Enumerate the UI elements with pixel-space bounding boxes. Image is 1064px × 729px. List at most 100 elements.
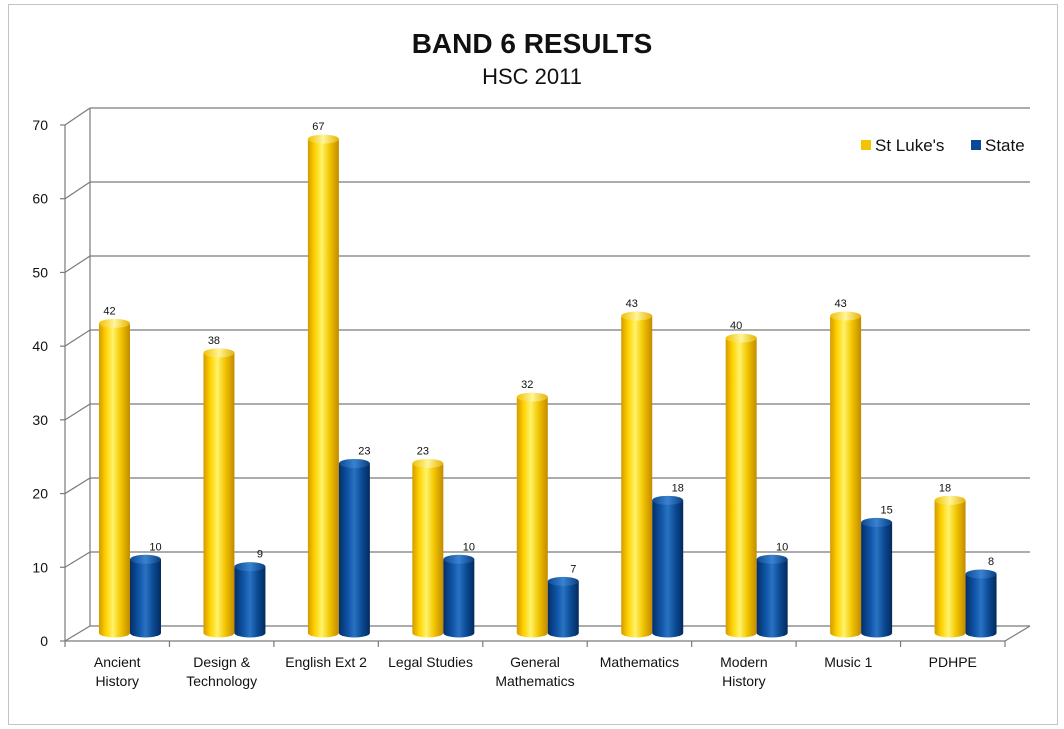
category-label: Modern xyxy=(720,654,767,670)
bar xyxy=(756,554,788,638)
bar-cap xyxy=(725,333,757,343)
bar-body xyxy=(412,463,444,638)
category-label: Music 1 xyxy=(824,654,872,670)
y-tick-label: 20 xyxy=(32,486,48,502)
data-label: 18 xyxy=(672,482,684,494)
data-label: 40 xyxy=(730,320,742,332)
x-axis-side xyxy=(1004,625,1031,642)
bar-cap xyxy=(934,495,966,505)
y-tick-label: 40 xyxy=(32,338,48,354)
bar xyxy=(547,576,579,638)
gridline-diag-20 xyxy=(64,477,91,495)
bar-cap xyxy=(234,562,266,572)
bar-cap xyxy=(516,392,548,402)
bar-body xyxy=(934,500,966,638)
bar xyxy=(652,495,684,638)
category-label: General xyxy=(510,654,560,670)
bar-body xyxy=(621,316,653,638)
bar-cap xyxy=(338,458,370,468)
y-tick-label: 30 xyxy=(32,412,48,428)
bar-body xyxy=(965,574,997,638)
bar-body xyxy=(547,581,579,638)
bar-cap xyxy=(756,554,788,564)
bar-body xyxy=(130,559,161,638)
data-label: 43 xyxy=(834,298,846,310)
chart-title: BAND 6 RESULTS xyxy=(412,28,653,59)
legend-label-state: State xyxy=(985,136,1025,155)
bar-body xyxy=(307,139,339,638)
category-label: English Ext 2 xyxy=(285,654,367,670)
bar xyxy=(516,392,548,638)
category-label: Ancient xyxy=(94,654,141,670)
bar xyxy=(861,517,893,638)
gridline-diag-50 xyxy=(64,255,91,273)
bar-body xyxy=(203,352,235,638)
data-label: 32 xyxy=(521,379,533,391)
bar-cap xyxy=(965,569,997,579)
y-tick-label: 50 xyxy=(32,264,48,280)
bar xyxy=(443,554,475,638)
gridline-diag-40 xyxy=(64,329,91,347)
bar-cap xyxy=(99,318,130,328)
bar-cap xyxy=(861,517,893,527)
bar-body xyxy=(652,500,684,638)
chart-subtitle: HSC 2011 xyxy=(482,64,582,89)
data-label: 10 xyxy=(149,541,161,553)
bar xyxy=(98,318,130,638)
y-axis-ticks: 0 10 20 30 40 50 60 70 xyxy=(32,117,48,649)
category-label: PDHPE xyxy=(929,654,977,670)
bar-cap xyxy=(130,554,161,564)
data-label: 9 xyxy=(257,549,263,561)
bar-cap xyxy=(621,311,653,321)
y-tick-label: 60 xyxy=(32,191,48,207)
data-label: 8 xyxy=(988,556,994,568)
bar xyxy=(725,333,757,638)
category-label: Technology xyxy=(186,673,257,689)
data-label: 10 xyxy=(463,541,475,553)
bar-body xyxy=(861,522,893,638)
bar xyxy=(234,562,266,638)
data-label: 18 xyxy=(939,482,951,494)
bar-body xyxy=(725,338,757,638)
gridline-diag-60 xyxy=(64,181,91,200)
bar-cap xyxy=(652,495,684,505)
y-tick-label: 70 xyxy=(32,117,48,133)
bar-cap xyxy=(547,576,579,586)
bar-cap xyxy=(412,458,444,468)
category-label: Mathematics xyxy=(495,673,574,689)
data-label: 10 xyxy=(776,541,788,553)
legend-swatch-state xyxy=(971,140,981,150)
bar xyxy=(203,348,235,638)
category-label: Design & xyxy=(193,654,250,670)
bar-cap xyxy=(443,554,475,564)
data-label: 7 xyxy=(570,563,576,575)
bar-body xyxy=(830,316,862,638)
bar-body xyxy=(756,559,788,638)
category-label: History xyxy=(722,673,766,689)
bar xyxy=(830,311,862,638)
bar-body xyxy=(516,397,548,638)
legend-swatch-st-lukes xyxy=(861,140,871,150)
data-label: 67 xyxy=(312,121,324,133)
data-labels: 42 10 38 9 67 23 23 10 32 7 43 18 40 10 43 15 18 8 xyxy=(103,121,994,575)
category-label: Mathematics xyxy=(600,654,679,670)
y-tick-label: 0 xyxy=(40,633,48,649)
data-label: 43 xyxy=(626,298,638,310)
bar xyxy=(412,458,444,638)
bar xyxy=(307,134,339,638)
gridline-diag-0 xyxy=(64,625,91,642)
data-label: 15 xyxy=(880,504,892,516)
category-label: History xyxy=(95,673,139,689)
legend: St Luke's State xyxy=(861,136,1025,155)
legend-label-st-lukes: St Luke's xyxy=(875,136,944,155)
y-tick-label: 10 xyxy=(32,559,48,575)
data-label: 38 xyxy=(208,335,220,347)
gridline-diag-70 xyxy=(64,107,91,126)
data-label: 42 xyxy=(103,305,115,317)
bar xyxy=(621,311,653,638)
bar-body xyxy=(443,559,475,638)
data-label: 23 xyxy=(417,445,429,457)
bar-cap xyxy=(307,134,339,144)
bar-cap xyxy=(830,311,862,321)
gridline-diag-10 xyxy=(64,551,91,568)
